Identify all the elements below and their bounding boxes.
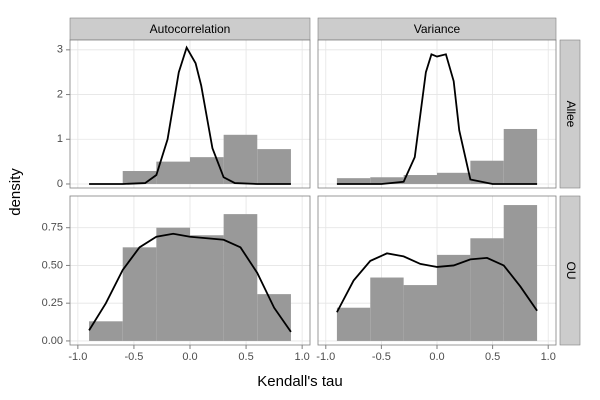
bar xyxy=(257,149,291,184)
bar xyxy=(470,238,504,341)
bar xyxy=(156,161,190,184)
y-tick-label: 0.25 xyxy=(42,297,63,309)
y-tick-label: 2 xyxy=(57,88,63,100)
bar xyxy=(190,157,224,184)
bar xyxy=(370,277,404,341)
panel-border xyxy=(69,39,311,189)
bar xyxy=(437,254,471,341)
bar xyxy=(470,160,504,184)
y-tick-label: 0.50 xyxy=(42,259,63,271)
column-label: Autocorrelation xyxy=(150,22,231,36)
bar xyxy=(370,177,404,184)
bar xyxy=(503,128,538,184)
strip xyxy=(559,39,581,189)
y-tick-label: 0 xyxy=(57,178,63,190)
x-tick-label: -0.5 xyxy=(372,351,391,363)
row-label: OU xyxy=(564,262,578,280)
y-tick-label: 0.00 xyxy=(42,335,63,347)
density-line xyxy=(336,252,538,313)
bar xyxy=(403,285,437,341)
y-tick-label: 3 xyxy=(57,44,63,56)
bar xyxy=(190,235,224,341)
x-axis-label: Kendall's tau xyxy=(257,373,342,390)
density-line xyxy=(336,53,538,185)
panel-border xyxy=(317,39,557,189)
bar xyxy=(156,227,190,341)
x-tick-label: 1.0 xyxy=(541,351,556,363)
x-tick-label: -0.5 xyxy=(124,351,143,363)
bar xyxy=(122,247,157,341)
x-tick-label: -1.0 xyxy=(68,351,87,363)
x-tick-label: -1.0 xyxy=(316,351,335,363)
bar xyxy=(89,321,123,341)
density-line xyxy=(89,45,291,185)
y-axis-label: density xyxy=(7,168,24,216)
x-tick-label: 0.0 xyxy=(429,351,444,363)
bar xyxy=(257,294,291,341)
y-tick-label: 1 xyxy=(57,133,63,145)
bar xyxy=(223,214,258,341)
column-label: Variance xyxy=(414,22,461,36)
bar xyxy=(223,134,258,184)
x-tick-label: 0.0 xyxy=(182,351,197,363)
x-tick-label: 1.0 xyxy=(295,351,310,363)
x-tick-label: 0.5 xyxy=(485,351,500,363)
x-tick-label: 0.5 xyxy=(238,351,253,363)
y-tick-label: 0.75 xyxy=(42,222,63,234)
density-line xyxy=(88,232,292,333)
row-label: Allee xyxy=(564,101,578,128)
strip xyxy=(559,195,581,346)
bar xyxy=(403,175,437,184)
bar xyxy=(336,178,371,184)
bar xyxy=(336,307,371,341)
bar xyxy=(122,171,157,184)
bar xyxy=(437,172,471,184)
